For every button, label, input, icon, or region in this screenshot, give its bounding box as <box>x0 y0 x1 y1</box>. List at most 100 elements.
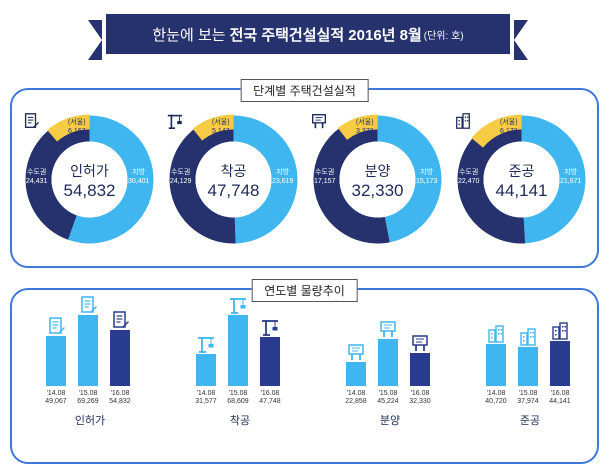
bar <box>228 315 248 386</box>
document-icon <box>49 316 65 334</box>
bar-top-icon <box>346 342 366 367</box>
slice-local <box>233 115 298 244</box>
donut-준공: 준공 44,141 수도권 22,470 지방 21,671 (서울) 6,172 <box>454 112 589 247</box>
signboard-icon <box>380 321 396 338</box>
trend-panel: 연도별 물량추이 '14.08 49,067 '15.08 69,269 '16.08 5… <box>10 279 599 466</box>
bar-top-icon <box>228 295 248 320</box>
tick-label: '14.08 40,720 <box>485 390 507 405</box>
label-capital: 수도권 22,470 <box>458 169 480 185</box>
crane-icon <box>167 114 183 130</box>
slice-local <box>377 115 442 243</box>
bar <box>46 335 66 386</box>
bar-top-icon <box>260 317 280 342</box>
crane-icon <box>230 298 246 315</box>
bar-top-icon <box>410 333 430 358</box>
apartment-icon <box>520 328 536 346</box>
slice-capital <box>25 115 90 240</box>
slice-capital <box>457 115 526 244</box>
donut-center-label: 분양 <box>312 114 391 181</box>
slice-seoul <box>337 114 378 140</box>
bar-top-icon <box>196 334 216 359</box>
bar <box>78 314 98 386</box>
label-seoul: (서울) 6,172 <box>500 119 518 135</box>
bar-group-착공: '14.08 31,577 '15.08 68,609 '16.08 47,748 착공 <box>184 290 304 466</box>
bar-group-준공: '14.08 40,720 '15.08 37,974 '16.08 44,141 준공 <box>474 290 594 466</box>
slice-seoul <box>47 114 90 142</box>
signboard-icon <box>412 334 428 351</box>
bar-group-label: 준공 <box>519 415 541 427</box>
label-capital: 수도권 24,129 <box>170 169 192 185</box>
title-unit: (단위: 호) <box>423 30 464 42</box>
donut-hole <box>51 141 128 218</box>
label-local: 지방 15,173 <box>416 169 438 185</box>
bar-group-인허가: '14.08 49,067 '15.08 69,269 '16.08 54,832 인허가 <box>34 290 154 466</box>
slice-capital <box>169 115 236 244</box>
slice-seoul <box>192 114 234 141</box>
document-icon <box>113 310 129 328</box>
donut-total: 44,141 <box>495 180 548 200</box>
bar-group-label: 착공 <box>229 415 251 427</box>
bar <box>196 353 216 386</box>
tick-label: '15.08 69,269 <box>77 390 99 405</box>
document-icon <box>81 296 97 313</box>
bar-top-icon <box>550 321 570 346</box>
donut-center-text: 분양 <box>364 162 391 179</box>
signboard-icon <box>348 344 364 361</box>
trend-panel-label: 연도별 물량추이 <box>251 279 358 302</box>
donut-svg <box>25 114 154 244</box>
label-seoul: (서울) 6,167 <box>68 119 86 135</box>
apartment-icon <box>488 325 504 343</box>
tick-label: '14.08 31,577 <box>195 390 217 405</box>
bar-top-icon <box>518 327 538 352</box>
bar-top-icon <box>486 324 506 349</box>
donut-svg <box>457 114 586 244</box>
bar-top-icon <box>46 316 66 341</box>
tick-label: '16.08 54,832 <box>109 390 131 405</box>
slice-seoul <box>471 114 522 148</box>
tick-label: '16.08 44,141 <box>549 390 571 405</box>
tick-label: '15.08 68,609 <box>227 390 249 405</box>
bar <box>550 340 570 386</box>
document-icon <box>24 113 40 129</box>
bar-top-icon <box>110 310 130 335</box>
tick-label: '14.08 22,858 <box>345 390 367 405</box>
donut-인허가: 인허가 54,832 수도권 24,431 지방 30,401 (서울) 6,167 <box>22 112 157 247</box>
banner-body <box>106 14 510 54</box>
label-seoul: (서울) 5,147 <box>212 119 230 135</box>
title-prefix: 한눈에 보는 <box>152 26 226 44</box>
signboard-icon <box>312 114 326 129</box>
donut-착공: 착공 47,748 수도권 24,129 지방 23,619 (서울) 5,147 <box>166 112 301 247</box>
donut-center: 착공 47,748 <box>166 112 301 247</box>
crane-icon <box>198 336 214 353</box>
bar-group-분양: '14.08 22,858 '15.08 45,224 '16.08 32,330 분양 <box>334 290 454 466</box>
tick-label: '16.08 47,748 <box>259 390 281 405</box>
tick-label: '15.08 37,974 <box>517 390 539 405</box>
label-local: 지방 21,671 <box>560 169 582 185</box>
donut-total: 54,832 <box>63 180 116 200</box>
bar-top-icon <box>78 295 98 320</box>
donut-svg <box>169 114 298 244</box>
title-banner: 한눈에 보는 전국 주택건설실적 2016년 8월 (단위: 호) <box>88 14 528 60</box>
tick-label: '16.08 32,330 <box>409 390 431 405</box>
donut-분양: 분양 32,330 수도권 17,157 지방 15,173 (서울) 3,372 <box>310 112 445 247</box>
donut-center: 분양 32,330 <box>310 112 445 247</box>
donut-center: 준공 44,141 <box>454 112 589 247</box>
slice-local <box>521 115 586 244</box>
page-title: 한눈에 보는 전국 주택건설실적 2016년 8월 (단위: 호) <box>88 14 528 54</box>
bar <box>346 362 366 386</box>
label-local: 지방 30,401 <box>128 169 150 185</box>
bar <box>110 329 130 386</box>
bar <box>410 352 430 386</box>
banner-ribbon-left <box>88 20 102 60</box>
tick-label: '14.08 49,067 <box>45 390 67 405</box>
label-capital: 수도권 17,157 <box>314 169 336 185</box>
donut-total: 47,748 <box>207 180 260 200</box>
donut-center-label: 착공 <box>167 114 246 181</box>
tick-label: '15.08 45,224 <box>377 390 399 405</box>
title-main: 전국 주택건설실적 2016년 8월 <box>229 26 422 44</box>
slice-capital <box>313 115 390 244</box>
banner-ribbon-right <box>514 20 528 60</box>
label-local: 지방 23,619 <box>272 169 294 185</box>
bar-group-label: 인허가 <box>74 415 106 427</box>
donut-center-label: 인허가 <box>24 113 109 181</box>
